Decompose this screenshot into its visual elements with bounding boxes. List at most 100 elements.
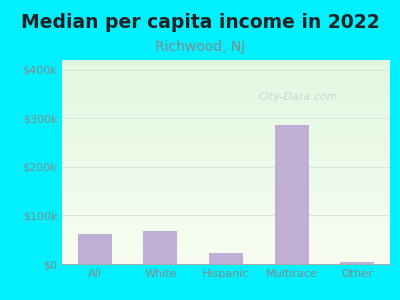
Bar (62, 172, 390, 173)
Bar (62, 243, 390, 244)
Bar (62, 67, 390, 68)
Bar (62, 140, 390, 141)
Bar (62, 211, 390, 212)
Bar (62, 231, 390, 232)
Bar (62, 255, 390, 256)
Bar (62, 124, 390, 125)
Bar (62, 96, 390, 97)
Bar (62, 70, 390, 71)
Bar (62, 230, 390, 231)
Bar (62, 85, 390, 86)
Bar (62, 92, 390, 93)
Bar (62, 144, 390, 145)
Bar (62, 168, 390, 169)
Bar (62, 178, 390, 179)
Bar (62, 125, 390, 126)
Bar (62, 137, 390, 139)
Bar (62, 247, 390, 248)
Bar (62, 81, 390, 83)
Bar (62, 206, 390, 207)
Bar (62, 131, 390, 132)
Bar (62, 253, 390, 254)
Bar (62, 213, 390, 214)
Bar (62, 180, 390, 181)
Bar (62, 122, 390, 123)
Bar (62, 100, 390, 101)
Bar (62, 130, 390, 131)
Bar (62, 72, 390, 73)
Bar (62, 163, 390, 164)
Bar (62, 123, 390, 124)
Bar (62, 199, 390, 200)
Bar (62, 74, 390, 75)
Bar (62, 195, 390, 196)
Bar (78, 234, 112, 264)
Bar (62, 108, 390, 109)
Bar (62, 258, 390, 259)
Bar (62, 127, 390, 128)
Bar (62, 205, 390, 206)
Bar (62, 224, 390, 225)
Bar (62, 64, 390, 65)
Bar (62, 254, 390, 255)
Bar (62, 204, 390, 205)
Bar (62, 217, 390, 218)
Bar (62, 229, 390, 230)
Bar (62, 101, 390, 102)
Bar (62, 221, 390, 222)
Bar (143, 232, 178, 264)
Bar (62, 85, 390, 86)
Bar (62, 155, 390, 156)
Bar (62, 148, 390, 149)
Bar (62, 251, 390, 252)
Bar (62, 208, 390, 209)
Bar (274, 124, 309, 264)
Bar (62, 216, 390, 217)
Bar (62, 171, 390, 172)
Bar (62, 175, 390, 176)
Bar (62, 202, 390, 203)
Bar (62, 161, 390, 162)
Bar (62, 83, 390, 85)
Bar (62, 196, 390, 197)
Bar (62, 93, 390, 94)
Bar (62, 80, 390, 81)
Bar (62, 94, 390, 95)
Bar (62, 244, 390, 246)
Bar (62, 250, 390, 251)
Bar (62, 69, 390, 70)
Bar (62, 150, 390, 151)
Bar (62, 249, 390, 250)
Text: Median per capita income in 2022: Median per capita income in 2022 (21, 14, 379, 32)
Bar (62, 248, 390, 249)
Bar (62, 157, 390, 158)
Bar (62, 187, 390, 188)
Bar (62, 86, 390, 88)
Bar (62, 106, 390, 107)
Bar (62, 238, 390, 239)
Bar (62, 242, 390, 243)
Bar (62, 109, 390, 110)
Bar (62, 184, 390, 185)
Bar (62, 182, 390, 183)
Bar (62, 226, 390, 227)
Bar (62, 232, 390, 233)
Bar (62, 198, 390, 199)
Bar (62, 132, 390, 134)
Bar (62, 234, 390, 236)
Bar (62, 228, 390, 229)
Bar (62, 179, 390, 180)
Bar (62, 63, 390, 64)
Bar (62, 203, 390, 204)
Bar (62, 166, 390, 167)
Bar (62, 76, 390, 77)
Bar (62, 239, 390, 241)
Bar (62, 154, 390, 155)
Bar (62, 158, 390, 159)
Bar (62, 98, 390, 99)
Bar (62, 68, 390, 69)
Bar (62, 73, 390, 74)
Bar (62, 183, 390, 184)
Bar (62, 215, 390, 216)
Bar (62, 197, 390, 198)
